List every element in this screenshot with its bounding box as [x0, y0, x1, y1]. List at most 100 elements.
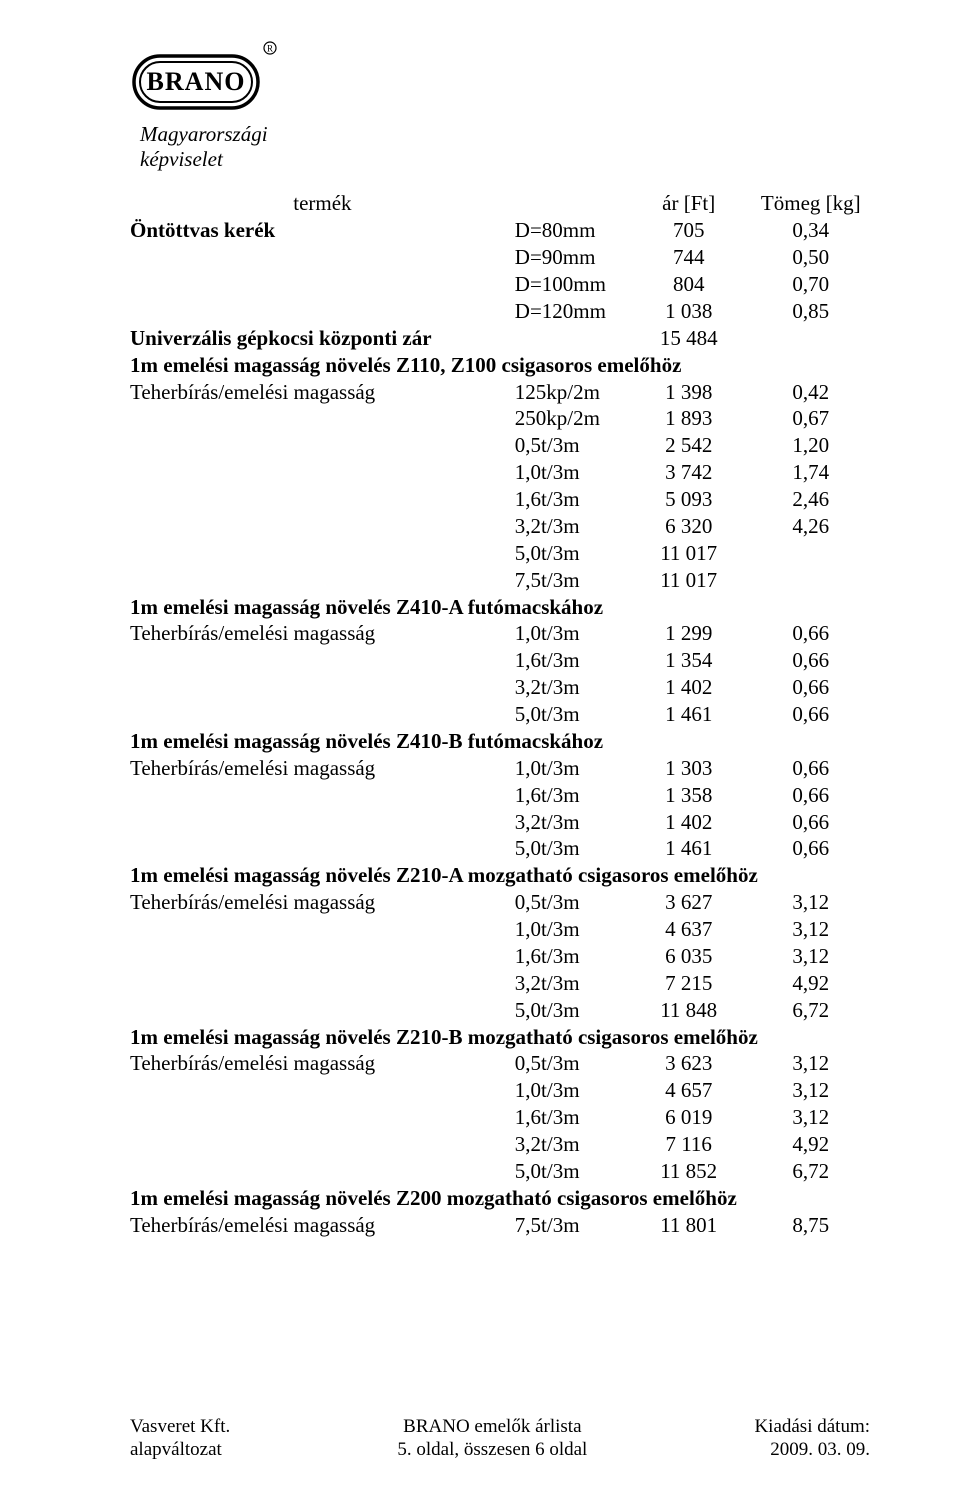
weight-cell: 6,72 — [752, 997, 870, 1024]
price-cell: 15 484 — [626, 325, 752, 352]
spec-cell: 1,0t/3m — [515, 755, 626, 782]
table-row: 1,0t/3m4 6373,12 — [130, 916, 870, 943]
spec-cell: 1,6t/3m — [515, 647, 626, 674]
header-weight: Tömeg [kg] — [752, 190, 870, 217]
weight-cell: 3,12 — [752, 916, 870, 943]
weight-cell: 3,12 — [752, 1077, 870, 1104]
spec-cell: 3,2t/3m — [515, 1131, 626, 1158]
section-title-row: 1m emelési magasság növelés Z410-B futóm… — [130, 728, 870, 755]
table-row: Teherbírás/emelési magasság125kp/2m1 398… — [130, 379, 870, 406]
table-row: 3,2t/3m1 4020,66 — [130, 674, 870, 701]
section-title: 1m emelési magasság növelés Z410-B futóm… — [130, 728, 870, 755]
table-row: 1,6t/3m5 0932,46 — [130, 486, 870, 513]
footer-center-1: BRANO emelők árlista — [403, 1416, 581, 1437]
table-row: 5,0t/3m1 4610,66 — [130, 835, 870, 862]
label-cell — [130, 970, 515, 997]
spec-cell: 3,2t/3m — [515, 674, 626, 701]
price-cell: 3 742 — [626, 459, 752, 486]
section-title: Öntöttvas kerék — [130, 217, 515, 244]
header-product: termék — [130, 190, 515, 217]
footer-right-2: 2009. 03. 09. — [770, 1439, 870, 1460]
footer-center-2: 5. oldal, összesen 6 oldal — [397, 1439, 587, 1460]
price-cell: 1 461 — [626, 835, 752, 862]
table-row: 0,5t/3m2 5421,20 — [130, 432, 870, 459]
table-row: 1,6t/3m6 0353,12 — [130, 943, 870, 970]
price-cell: 7 116 — [626, 1131, 752, 1158]
weight-cell: 0,66 — [752, 782, 870, 809]
table-row: 1,6t/3m6 0193,12 — [130, 1104, 870, 1131]
label-cell: Teherbírás/emelési magasság — [130, 755, 515, 782]
price-cell: 3 623 — [626, 1050, 752, 1077]
spec-cell: 125kp/2m — [515, 379, 626, 406]
weight-cell — [752, 325, 870, 352]
section-title: 1m emelési magasság növelés Z210-B mozga… — [130, 1024, 870, 1051]
table-row: D=90mm7440,50 — [130, 244, 870, 271]
table-row: Öntöttvas kerékD=80mm7050,34 — [130, 217, 870, 244]
subtitle: Magyarországi képviselet — [140, 122, 870, 172]
label-cell: Teherbírás/emelési magasság — [130, 889, 515, 916]
svg-text:R: R — [267, 44, 273, 54]
table-row: D=120mm1 0380,85 — [130, 298, 870, 325]
weight-cell: 0,50 — [752, 244, 870, 271]
weight-cell: 3,12 — [752, 943, 870, 970]
label-cell: Teherbírás/emelési magasság — [130, 379, 515, 406]
spec-cell — [515, 325, 626, 352]
table-row: Univerzális gépkocsi központi zár15 484 — [130, 325, 870, 352]
spec-cell: 7,5t/3m — [515, 567, 626, 594]
label-cell: Teherbírás/emelési magasság — [130, 1050, 515, 1077]
spec-cell: 1,6t/3m — [515, 782, 626, 809]
weight-cell: 3,12 — [752, 1050, 870, 1077]
weight-cell: 0,66 — [752, 620, 870, 647]
table-header-row: termékár [Ft]Tömeg [kg] — [130, 190, 870, 217]
weight-cell: 0,66 — [752, 674, 870, 701]
table-row: Teherbírás/emelési magasság0,5t/3m3 6233… — [130, 1050, 870, 1077]
label-cell — [130, 782, 515, 809]
price-cell: 2 542 — [626, 432, 752, 459]
price-cell: 6 320 — [626, 513, 752, 540]
price-cell: 4 657 — [626, 1077, 752, 1104]
price-cell: 1 461 — [626, 701, 752, 728]
label-cell — [130, 405, 515, 432]
weight-cell: 3,12 — [752, 1104, 870, 1131]
weight-cell: 0,66 — [752, 835, 870, 862]
spec-cell: 5,0t/3m — [515, 1158, 626, 1185]
label-cell — [130, 835, 515, 862]
weight-cell: 0,66 — [752, 701, 870, 728]
price-cell: 3 627 — [626, 889, 752, 916]
weight-cell: 6,72 — [752, 1158, 870, 1185]
table-row: 3,2t/3m6 3204,26 — [130, 513, 870, 540]
spec-cell: D=80mm — [515, 217, 626, 244]
price-cell: 744 — [626, 244, 752, 271]
label-cell — [130, 1131, 515, 1158]
footer-left-1: Vasveret Kft. — [130, 1416, 230, 1437]
label-cell — [130, 432, 515, 459]
spec-cell: D=100mm — [515, 271, 626, 298]
table-row: Teherbírás/emelési magasság0,5t/3m3 6273… — [130, 889, 870, 916]
weight-cell: 0,66 — [752, 647, 870, 674]
label-cell — [130, 271, 515, 298]
footer-left-2: alapváltozat — [130, 1439, 222, 1460]
spec-cell: 1,6t/3m — [515, 943, 626, 970]
price-cell: 11 017 — [626, 540, 752, 567]
label-cell — [130, 1077, 515, 1104]
weight-cell: 0,34 — [752, 217, 870, 244]
table-row: Teherbírás/emelési magasság7,5t/3m11 801… — [130, 1212, 870, 1239]
spec-cell: 3,2t/3m — [515, 513, 626, 540]
section-title-row: 1m emelési magasság növelés Z210-B mozga… — [130, 1024, 870, 1051]
label-cell — [130, 647, 515, 674]
label-cell — [130, 244, 515, 271]
spec-cell: 7,5t/3m — [515, 1212, 626, 1239]
label-cell — [130, 459, 515, 486]
spec-cell: 1,0t/3m — [515, 459, 626, 486]
label-cell — [130, 298, 515, 325]
price-cell: 1 038 — [626, 298, 752, 325]
weight-cell: 0,85 — [752, 298, 870, 325]
logo-text: BRANO — [147, 67, 246, 96]
table-row: 1,6t/3m1 3580,66 — [130, 782, 870, 809]
table-row: 1,0t/3m4 6573,12 — [130, 1077, 870, 1104]
spec-cell: 0,5t/3m — [515, 432, 626, 459]
price-cell: 1 402 — [626, 674, 752, 701]
weight-cell: 4,92 — [752, 1131, 870, 1158]
weight-cell: 4,92 — [752, 970, 870, 997]
label-cell — [130, 701, 515, 728]
